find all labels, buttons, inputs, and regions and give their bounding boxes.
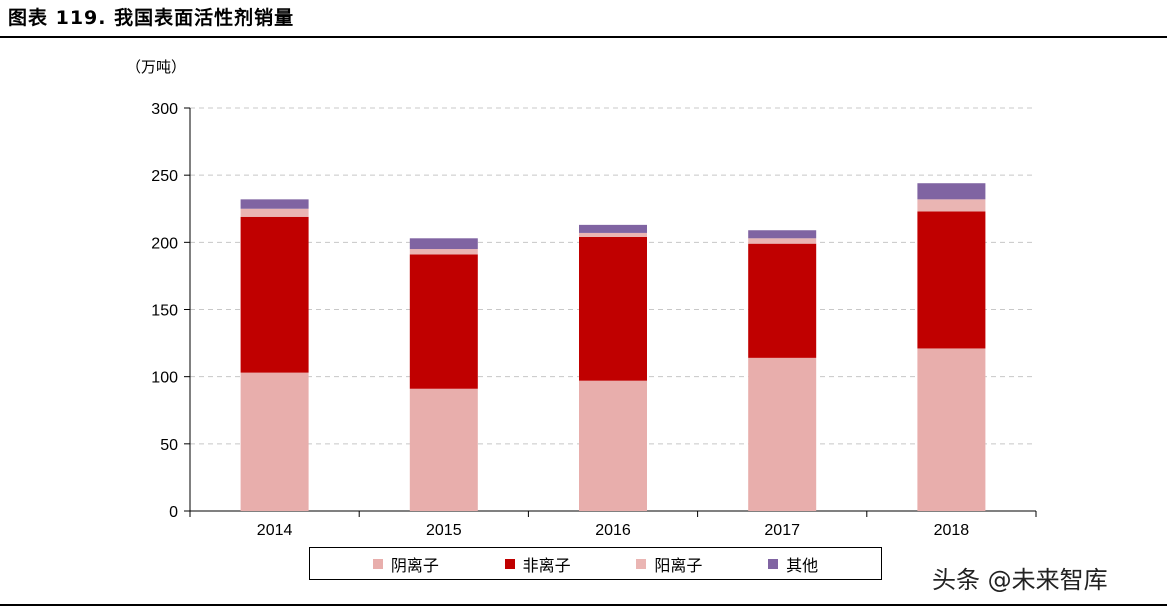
bar-segment-3 <box>917 199 986 212</box>
bar-segment-3 <box>748 238 817 244</box>
bar-segment-4 <box>409 238 478 250</box>
chart-legend: 阴离子 非离子 阳离子 其他 <box>309 547 882 580</box>
bar-segment-3 <box>409 249 478 255</box>
bar-segment-4 <box>240 199 309 209</box>
x-tick-label: 2018 <box>934 522 970 539</box>
y-tick-label: 100 <box>151 370 178 387</box>
bar-segment-2 <box>579 236 647 381</box>
bar-segment-2 <box>240 216 309 373</box>
y-tick-label: 300 <box>151 101 178 118</box>
y-tick-label: 250 <box>151 168 178 185</box>
y-axis-unit-label: （万吨） <box>126 58 187 76</box>
bar-segment-4 <box>748 230 817 239</box>
bar-segment-1 <box>917 348 986 511</box>
watermark: 头条 @未来智库 <box>932 566 1108 594</box>
legend-label: 其他 <box>786 555 819 575</box>
x-tick-label: 2014 <box>257 522 293 539</box>
legend-swatch <box>504 558 515 569</box>
legend-label: 阴离子 <box>390 555 439 575</box>
y-tick-label: 200 <box>151 235 178 252</box>
bar-segment-1 <box>748 357 817 511</box>
bar-segment-3 <box>579 232 647 237</box>
x-tick-label: 2015 <box>426 522 462 539</box>
bar-segment-1 <box>409 388 478 511</box>
legend-label: 非离子 <box>522 555 571 575</box>
bar-segment-3 <box>240 208 309 217</box>
legend-item: 阳离子 <box>636 552 702 576</box>
legend-item: 其他 <box>768 552 818 576</box>
y-tick-label: 150 <box>151 303 178 320</box>
legend-swatch <box>636 558 647 569</box>
bar-segment-2 <box>409 254 478 389</box>
x-tick-label: 2016 <box>595 522 631 539</box>
bar-segment-2 <box>917 211 986 349</box>
legend-item: 阴离子 <box>372 552 439 576</box>
y-tick-label: 0 <box>169 504 178 521</box>
legend-swatch <box>768 558 779 569</box>
legend-swatch <box>372 558 383 569</box>
bar-segment-4 <box>579 224 647 233</box>
y-tick-label: 50 <box>160 437 178 454</box>
bottom-divider <box>0 604 1167 606</box>
bar-segment-1 <box>579 380 647 511</box>
top-divider <box>0 36 1167 38</box>
legend-item: 非离子 <box>504 552 571 576</box>
legend-label: 阳离子 <box>654 555 703 575</box>
bar-segment-2 <box>748 243 817 358</box>
bar-segment-4 <box>917 183 986 200</box>
stacked-bar-chart: 0 50 100 150 200 250 300 2014 2015 2016 2017 2018 <box>151 101 1037 539</box>
bar-segment-1 <box>240 372 309 511</box>
chart-title: 图表 119. 我国表面活性剂销量 <box>8 7 295 29</box>
x-tick-label: 2017 <box>764 522 800 539</box>
